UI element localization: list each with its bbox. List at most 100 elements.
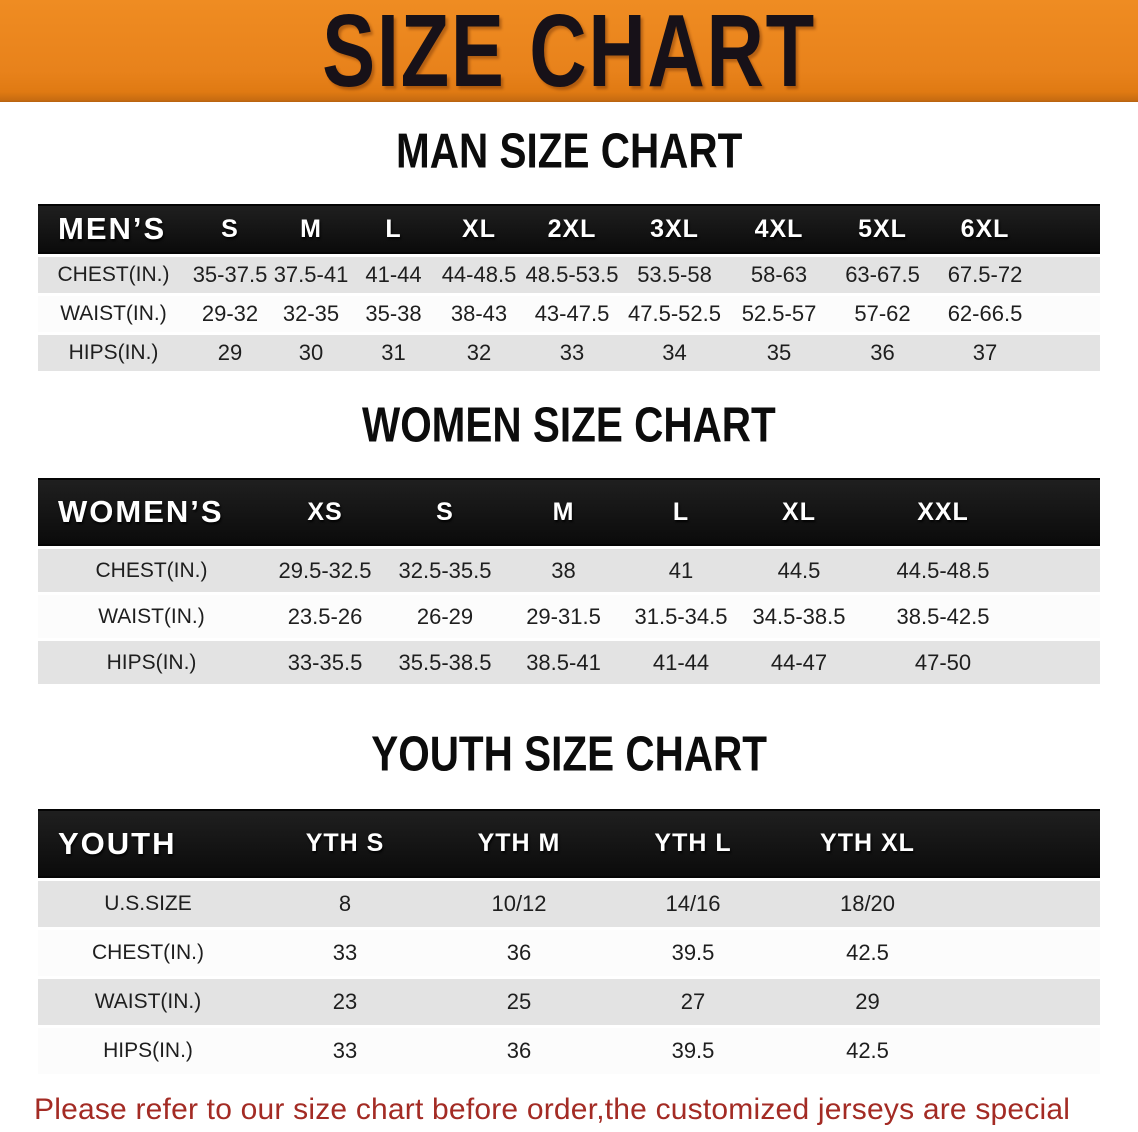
size-chart-banner: SIZE CHART <box>0 0 1138 102</box>
size-value-cell: 35-37.5 <box>189 257 271 293</box>
size-value-cell: 35.5-38.5 <box>385 641 505 684</box>
size-column-header: XS <box>265 478 385 546</box>
size-value-cell: 37.5-41 <box>271 257 351 293</box>
size-value-cell: 48.5-53.5 <box>522 257 622 293</box>
row-label: HIPS(IN.) <box>38 641 265 684</box>
size-column-header: M <box>271 204 351 254</box>
row-label: CHEST(IN.) <box>38 257 189 293</box>
size-value-cell: 27 <box>606 979 780 1025</box>
table-row: CHEST(IN.) 29.5-32.5 32.5-35.5 38 41 44.5 44.5… <box>38 549 1100 592</box>
spacer-cell <box>955 809 1100 878</box>
size-value-cell: 38 <box>505 549 622 592</box>
size-value-cell: 33 <box>258 1028 432 1074</box>
size-value-cell: 35 <box>727 335 831 371</box>
size-value-cell: 29-31.5 <box>505 595 622 638</box>
size-value-cell: 23.5-26 <box>265 595 385 638</box>
size-value-cell: 8 <box>258 881 432 927</box>
disclaimer-line-1: Please refer to our size chart before or… <box>34 1093 1071 1126</box>
size-value-cell: 29 <box>780 979 955 1025</box>
spacer-cell <box>955 930 1100 976</box>
banner-title: SIZE CHART <box>322 0 816 102</box>
size-column-header: S <box>385 478 505 546</box>
row-label: HIPS(IN.) <box>38 1028 258 1074</box>
size-column-header: YTH XL <box>780 809 955 878</box>
spacer-cell <box>1036 296 1100 332</box>
youth-size-table: YOUTH YTH S YTH M YTH L YTH XL U.S.SIZE 8 10/12… <box>38 806 1100 1077</box>
youth-size-chart-heading: YOUTH SIZE CHART <box>371 727 767 782</box>
size-value-cell: 58-63 <box>727 257 831 293</box>
row-label: WAIST(IN.) <box>38 979 258 1025</box>
size-value-cell: 10/12 <box>432 881 606 927</box>
spacer-cell <box>955 1028 1100 1074</box>
size-value-cell: 34.5-38.5 <box>740 595 858 638</box>
table-row: CHEST(IN.) 35-37.5 37.5-41 41-44 44-48.5 48.5… <box>38 257 1100 293</box>
size-column-header: 5XL <box>831 204 934 254</box>
size-value-cell: 34 <box>622 335 727 371</box>
size-value-cell: 47-50 <box>858 641 1028 684</box>
size-column-header: XXL <box>858 478 1028 546</box>
table-row: HIPS(IN.) 29 30 31 32 33 34 35 36 37 <box>38 335 1100 371</box>
size-value-cell: 32 <box>436 335 522 371</box>
size-column-header: XL <box>740 478 858 546</box>
size-value-cell: 41-44 <box>622 641 740 684</box>
size-value-cell: 38.5-42.5 <box>858 595 1028 638</box>
row-label: U.S.SIZE <box>38 881 258 927</box>
size-value-cell: 33-35.5 <box>265 641 385 684</box>
men-size-table: MEN’S S M L XL 2XL 3XL 4XL 5XL 6XL CHEST(IN.) 35-37… <box>38 201 1100 374</box>
size-value-cell: 42.5 <box>780 930 955 976</box>
spacer-cell <box>1028 549 1100 592</box>
size-column-header: YTH S <box>258 809 432 878</box>
size-value-cell: 39.5 <box>606 930 780 976</box>
size-value-cell: 57-62 <box>831 296 934 332</box>
size-value-cell: 30 <box>271 335 351 371</box>
size-value-cell: 33 <box>522 335 622 371</box>
row-label: CHEST(IN.) <box>38 549 265 592</box>
row-label: WAIST(IN.) <box>38 595 265 638</box>
table-row: CHEST(IN.) 33 36 39.5 42.5 <box>38 930 1100 976</box>
table-row: HIPS(IN.) 33-35.5 35.5-38.5 38.5-41 41-44 44-… <box>38 641 1100 684</box>
size-column-header: 4XL <box>727 204 831 254</box>
size-value-cell: 37 <box>934 335 1036 371</box>
table-row: WAIST(IN.) 23.5-26 26-29 29-31.5 31.5-34.5 34… <box>38 595 1100 638</box>
women-size-chart-heading: WOMEN SIZE CHART <box>362 398 776 453</box>
size-value-cell: 14/16 <box>606 881 780 927</box>
spacer-cell <box>1028 595 1100 638</box>
size-value-cell: 41-44 <box>351 257 436 293</box>
size-value-cell: 39.5 <box>606 1028 780 1074</box>
size-value-cell: 31.5-34.5 <box>622 595 740 638</box>
size-value-cell: 33 <box>258 930 432 976</box>
size-value-cell: 25 <box>432 979 606 1025</box>
size-column-header: YTH M <box>432 809 606 878</box>
size-value-cell: 35-38 <box>351 296 436 332</box>
table-corner-label: MEN’S <box>38 204 189 254</box>
table-row: HIPS(IN.) 33 36 39.5 42.5 <box>38 1028 1100 1074</box>
size-value-cell: 29.5-32.5 <box>265 549 385 592</box>
size-value-cell: 53.5-58 <box>622 257 727 293</box>
spacer-cell <box>1036 204 1100 254</box>
size-value-cell: 41 <box>622 549 740 592</box>
table-row: U.S.SIZE 8 10/12 14/16 18/20 <box>38 881 1100 927</box>
row-label: HIPS(IN.) <box>38 335 189 371</box>
size-value-cell: 62-66.5 <box>934 296 1036 332</box>
table-corner-label: WOMEN’S <box>38 478 265 546</box>
size-value-cell: 44.5 <box>740 549 858 592</box>
man-size-chart-heading: MAN SIZE CHART <box>395 124 743 179</box>
spacer-cell <box>955 881 1100 927</box>
spacer-cell <box>1036 335 1100 371</box>
size-column-header: 3XL <box>622 204 727 254</box>
size-value-cell: 63-67.5 <box>831 257 934 293</box>
size-value-cell: 44.5-48.5 <box>858 549 1028 592</box>
size-value-cell: 67.5-72 <box>934 257 1036 293</box>
size-column-header: XL <box>436 204 522 254</box>
size-value-cell: 43-47.5 <box>522 296 622 332</box>
size-value-cell: 42.5 <box>780 1028 955 1074</box>
size-value-cell: 29-32 <box>189 296 271 332</box>
size-column-header: L <box>351 204 436 254</box>
size-column-header: M <box>505 478 622 546</box>
size-value-cell: 32-35 <box>271 296 351 332</box>
size-value-cell: 18/20 <box>780 881 955 927</box>
spacer-cell <box>955 979 1100 1025</box>
size-value-cell: 36 <box>831 335 934 371</box>
size-value-cell: 47.5-52.5 <box>622 296 727 332</box>
size-value-cell: 38.5-41 <box>505 641 622 684</box>
